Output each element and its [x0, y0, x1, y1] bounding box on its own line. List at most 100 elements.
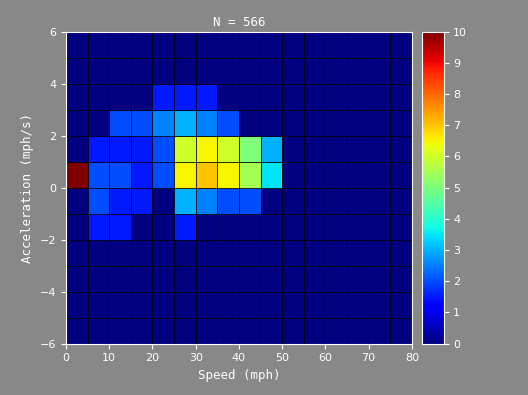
- Bar: [390, 188, 412, 214]
- Bar: [304, 109, 325, 135]
- Bar: [88, 188, 109, 214]
- Bar: [196, 135, 218, 162]
- Bar: [239, 188, 260, 214]
- Title: N = 566: N = 566: [213, 16, 265, 29]
- Bar: [109, 162, 131, 188]
- Bar: [260, 32, 282, 58]
- Bar: [174, 84, 196, 109]
- Bar: [174, 188, 196, 214]
- Bar: [153, 109, 174, 135]
- Bar: [260, 109, 282, 135]
- Bar: [304, 162, 325, 188]
- Bar: [196, 292, 218, 318]
- Bar: [88, 32, 109, 58]
- Bar: [260, 214, 282, 240]
- Bar: [325, 240, 347, 265]
- Bar: [109, 135, 131, 162]
- Bar: [282, 58, 304, 84]
- Bar: [66, 292, 88, 318]
- Bar: [174, 109, 196, 135]
- Bar: [174, 58, 196, 84]
- Bar: [282, 292, 304, 318]
- Bar: [304, 318, 325, 344]
- Bar: [304, 84, 325, 109]
- Bar: [260, 84, 282, 109]
- Bar: [260, 135, 282, 162]
- Bar: [153, 265, 174, 292]
- Bar: [196, 214, 218, 240]
- Bar: [347, 292, 369, 318]
- Bar: [304, 265, 325, 292]
- Bar: [390, 58, 412, 84]
- Bar: [174, 292, 196, 318]
- Bar: [109, 265, 131, 292]
- Bar: [66, 318, 88, 344]
- Bar: [109, 109, 131, 135]
- Bar: [239, 240, 260, 265]
- Bar: [109, 292, 131, 318]
- Bar: [390, 84, 412, 109]
- Bar: [196, 58, 218, 84]
- Y-axis label: Acceleration (mph/s): Acceleration (mph/s): [21, 113, 34, 263]
- Bar: [66, 162, 88, 188]
- Bar: [153, 188, 174, 214]
- Bar: [369, 84, 390, 109]
- Bar: [282, 240, 304, 265]
- Bar: [347, 265, 369, 292]
- Bar: [239, 109, 260, 135]
- Bar: [131, 109, 153, 135]
- Bar: [260, 240, 282, 265]
- Bar: [347, 135, 369, 162]
- Bar: [347, 162, 369, 188]
- Bar: [369, 214, 390, 240]
- Bar: [131, 84, 153, 109]
- Bar: [196, 240, 218, 265]
- Bar: [109, 84, 131, 109]
- Bar: [390, 265, 412, 292]
- Bar: [347, 109, 369, 135]
- Bar: [325, 109, 347, 135]
- Bar: [88, 109, 109, 135]
- Bar: [88, 240, 109, 265]
- Bar: [304, 135, 325, 162]
- Bar: [153, 84, 174, 109]
- Bar: [196, 188, 218, 214]
- Bar: [153, 58, 174, 84]
- Bar: [218, 292, 239, 318]
- Bar: [260, 58, 282, 84]
- Bar: [260, 318, 282, 344]
- Bar: [325, 292, 347, 318]
- Bar: [390, 214, 412, 240]
- Bar: [174, 240, 196, 265]
- Bar: [390, 292, 412, 318]
- Bar: [239, 292, 260, 318]
- Bar: [218, 32, 239, 58]
- Bar: [66, 214, 88, 240]
- Bar: [218, 58, 239, 84]
- Bar: [174, 162, 196, 188]
- Bar: [218, 84, 239, 109]
- Bar: [390, 32, 412, 58]
- Bar: [239, 32, 260, 58]
- Bar: [109, 318, 131, 344]
- Bar: [325, 32, 347, 58]
- Bar: [325, 135, 347, 162]
- Bar: [282, 318, 304, 344]
- Bar: [131, 265, 153, 292]
- Bar: [109, 188, 131, 214]
- Bar: [88, 162, 109, 188]
- Bar: [304, 292, 325, 318]
- Bar: [218, 162, 239, 188]
- Bar: [282, 84, 304, 109]
- Bar: [66, 109, 88, 135]
- Bar: [153, 162, 174, 188]
- Bar: [369, 58, 390, 84]
- Bar: [218, 188, 239, 214]
- Bar: [347, 58, 369, 84]
- Bar: [131, 162, 153, 188]
- Bar: [369, 292, 390, 318]
- Bar: [304, 214, 325, 240]
- Bar: [282, 188, 304, 214]
- Bar: [153, 318, 174, 344]
- Bar: [153, 135, 174, 162]
